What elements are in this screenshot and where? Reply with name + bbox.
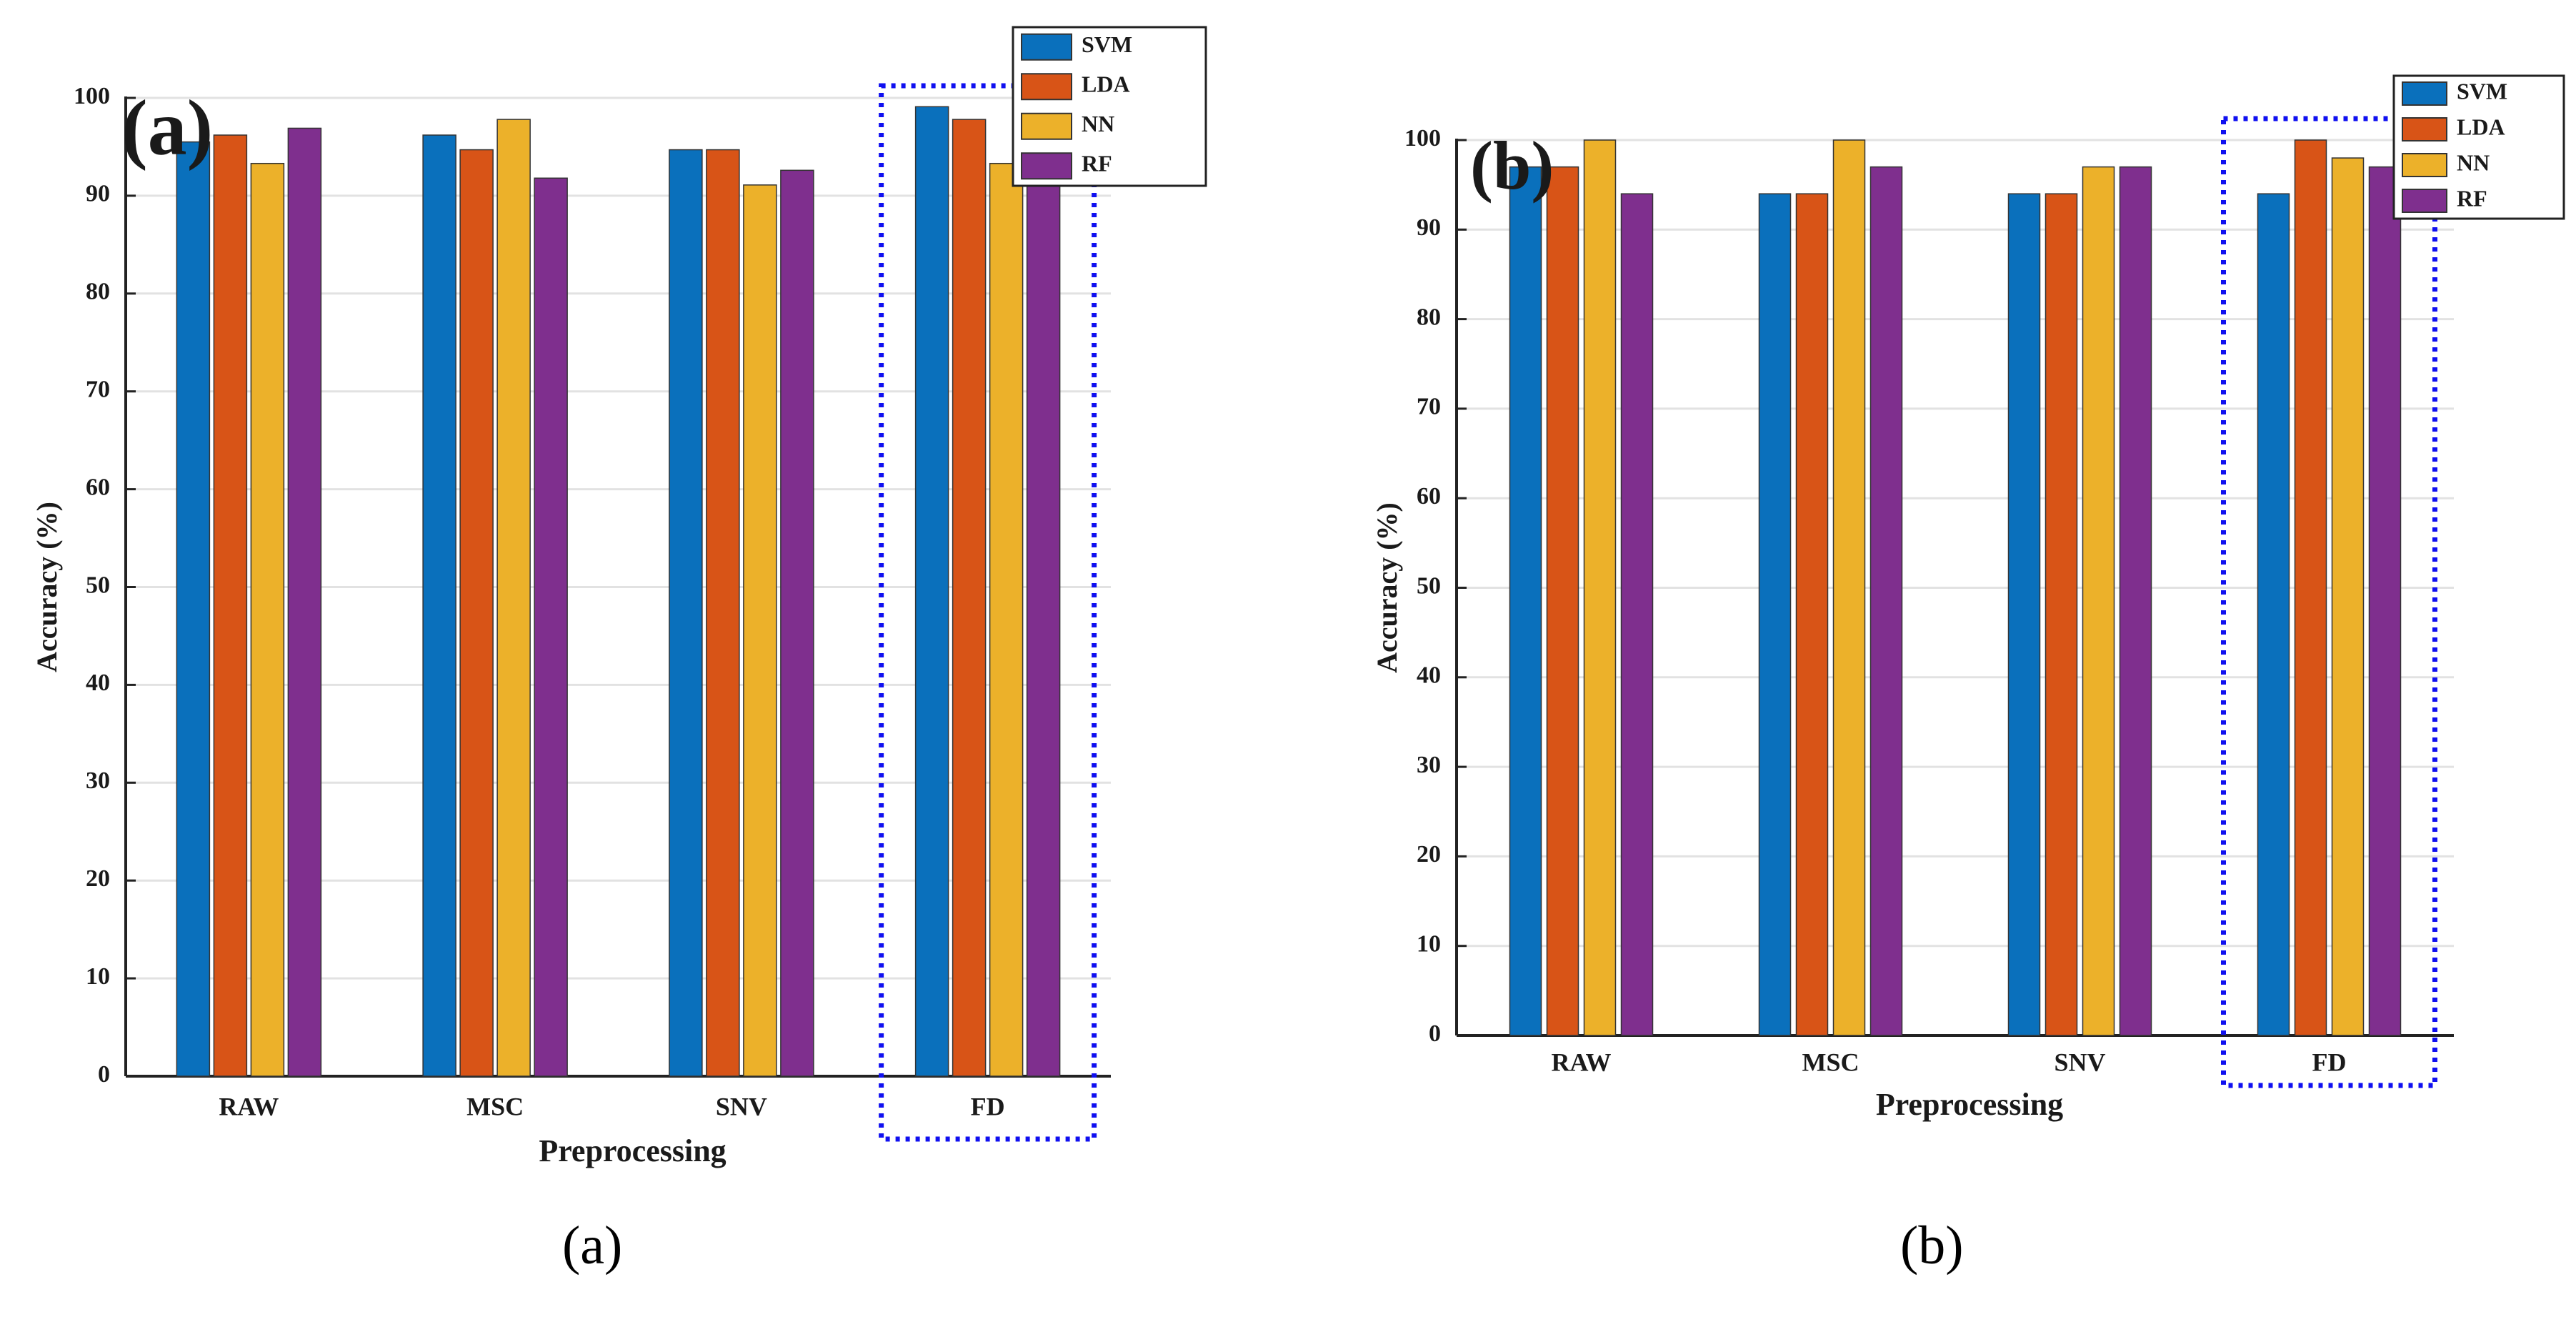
y-axis-label: Accuracy (%) <box>31 502 63 672</box>
y-tick-label: 80 <box>86 279 110 305</box>
bar-nn-msc <box>1832 139 1866 1036</box>
bar-nn-msc <box>496 119 531 1077</box>
legend-label-rf: RF <box>2457 185 2487 211</box>
bar-rf-fd <box>2368 166 2402 1036</box>
bar-nn-snv <box>2082 166 2115 1036</box>
y-tick-label: 40 <box>86 670 110 696</box>
bar-svm-snv <box>2007 193 2041 1036</box>
x-tick-label-fd: FD <box>2312 1048 2347 1076</box>
bar-lda-raw <box>213 134 248 1077</box>
x-tick-label-raw: RAW <box>219 1092 279 1120</box>
bar-svm-raw <box>1509 166 1542 1036</box>
legend-swatch-rf <box>2402 189 2447 213</box>
legend-swatch-svm <box>1021 33 1072 61</box>
legend-label-svm: SVM <box>1082 31 1132 57</box>
y-tick-label: 90 <box>1417 214 1441 241</box>
bar-lda-msc <box>459 149 494 1077</box>
legend-label-nn: NN <box>2457 149 2490 175</box>
bar-rf-msc <box>1869 166 1903 1036</box>
legend-label-rf: RF <box>1082 151 1112 177</box>
x-tick-label-raw: RAW <box>1551 1048 1611 1076</box>
bar-svm-fd <box>2257 193 2290 1036</box>
y-tick-label: 60 <box>86 474 110 500</box>
legend-swatch-svm <box>2402 81 2447 106</box>
y-tick-label: 20 <box>1417 841 1441 868</box>
bar-lda-snv <box>2045 193 2078 1036</box>
x-tick-label-snv: SNV <box>2054 1048 2105 1076</box>
bar-nn-fd <box>989 162 1024 1077</box>
x-axis-label: Preprocessing <box>539 1133 726 1168</box>
y-tick-label: 10 <box>1417 930 1441 957</box>
bar-rf-raw <box>1620 193 1654 1036</box>
y-tick-label: 50 <box>1417 572 1441 599</box>
panel-label-b: (b) <box>1470 127 1554 204</box>
bar-nn-snv <box>743 184 777 1077</box>
bar-svm-fd <box>914 106 949 1077</box>
bar-rf-fd <box>1026 141 1061 1077</box>
legend-swatch-rf <box>1021 152 1072 180</box>
chart-panel-b: 0 10 20 30 40 50 60 70 80 90 100 RAW MSC SNV FD Preproc… <box>1371 74 2565 1122</box>
x-tick-label-msc: MSC <box>466 1092 524 1120</box>
y-tick-label: 30 <box>1417 752 1441 778</box>
y-tick-label: 20 <box>86 865 110 892</box>
bar-svm-msc <box>422 134 456 1077</box>
bar-svm-raw <box>176 141 211 1077</box>
y-tick-label: 70 <box>1417 394 1441 420</box>
bar-nn-raw <box>1583 139 1617 1036</box>
bar-rf-raw <box>287 127 322 1077</box>
bar-lda-fd <box>2294 139 2327 1036</box>
legend-swatch-lda <box>1021 73 1072 101</box>
y-tick-label: 100 <box>1404 125 1441 151</box>
legend-swatch-nn <box>2402 153 2447 177</box>
x-tick-label-msc: MSC <box>1802 1048 1859 1076</box>
x-tick-label-fd: FD <box>971 1092 1005 1120</box>
caption-b: (b) <box>1900 1216 1964 1276</box>
highlight-box-fd <box>2221 116 2437 1088</box>
panel-label-a: (a) <box>121 84 213 171</box>
bar-lda-snv <box>706 149 740 1077</box>
y-tick-label: 0 <box>98 1061 110 1088</box>
bar-lda-raw <box>1546 166 1579 1036</box>
x-axis-label: Preprocessing <box>1876 1087 2063 1122</box>
legend-swatch-nn <box>1021 112 1072 140</box>
bar-svm-snv <box>669 149 703 1077</box>
y-tick-label: 60 <box>1417 483 1441 510</box>
caption-a: (a) <box>562 1216 623 1276</box>
x-tick-label-snv: SNV <box>716 1092 767 1120</box>
y-tick-label: 10 <box>86 963 110 990</box>
highlight-box-fd <box>879 83 1097 1142</box>
bar-lda-fd <box>952 119 987 1077</box>
y-tick-label: 40 <box>1417 662 1441 689</box>
bar-nn-fd <box>2331 157 2365 1036</box>
y-tick-label: 70 <box>86 376 110 402</box>
bar-rf-msc <box>534 177 568 1077</box>
legend-label-nn: NN <box>1082 111 1114 136</box>
chart-panel-a: 0 10 20 30 40 50 60 70 80 90 100 RAW MSC SNV FD Preproc… <box>31 26 1207 1168</box>
bar-lda-msc <box>1795 193 1829 1036</box>
legend-label-lda: LDA <box>2457 114 2505 139</box>
y-tick-label: 100 <box>74 83 110 109</box>
bar-rf-snv <box>2119 166 2152 1036</box>
y-tick-label: 90 <box>86 181 110 207</box>
bar-rf-snv <box>780 169 814 1077</box>
y-tick-label: 30 <box>86 767 110 794</box>
y-tick-label: 0 <box>1429 1020 1441 1047</box>
bar-nn-raw <box>250 162 285 1077</box>
y-tick-label: 80 <box>1417 304 1441 330</box>
y-tick-label: 50 <box>86 572 110 598</box>
bar-svm-msc <box>1758 193 1792 1036</box>
y-axis-label: Accuracy (%) <box>1371 502 1403 673</box>
legend-label-lda: LDA <box>1082 71 1130 97</box>
legend-swatch-lda <box>2402 117 2447 141</box>
legend-label-svm: SVM <box>2457 78 2507 104</box>
